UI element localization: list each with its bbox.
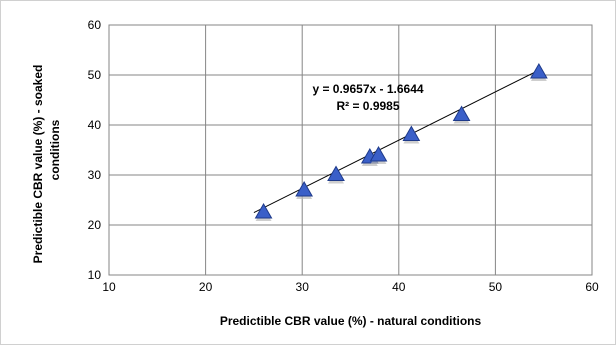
data-point-marker (254, 202, 273, 219)
x-tick-label: 60 (585, 280, 599, 294)
data-points (254, 62, 548, 221)
data-point-marker (530, 62, 548, 79)
x-axis-title: Predictible CBR value (%) - natural cond… (220, 314, 482, 328)
y-tick-label: 10 (88, 268, 102, 282)
y-axis-title: Predictible CBR value (%) - soaked condi… (31, 65, 62, 264)
data-point-marker (402, 125, 421, 141)
data-point-marker (327, 165, 345, 181)
data-point (530, 62, 548, 81)
y-tick-label: 20 (88, 218, 102, 232)
y-tick-label: 60 (88, 18, 102, 32)
data-point-marker (369, 145, 388, 162)
x-tick-label: 40 (392, 280, 406, 294)
data-point (295, 180, 313, 199)
data-point-marker (295, 180, 313, 197)
data-point-marker (452, 105, 471, 121)
y-tick-label: 50 (88, 68, 102, 82)
trendline-r-squared: R² = 0.9985 (336, 99, 399, 113)
x-tick-label: 10 (102, 280, 116, 294)
data-point (402, 125, 421, 144)
trendline-equation: y = 0.9657x - 1.6644 (312, 82, 423, 96)
plot-area (108, 24, 593, 276)
data-point (369, 145, 388, 164)
x-tick-label: 20 (199, 280, 213, 294)
x-tick-label: 50 (489, 280, 503, 294)
data-point (254, 202, 273, 221)
y-tick-label: 30 (88, 168, 102, 182)
y-tick-label: 40 (88, 118, 102, 132)
y-axis-title-line-1: Predictible CBR value (%) - soaked (31, 65, 45, 264)
x-tick-label: 30 (296, 280, 310, 294)
data-point (452, 105, 471, 124)
grid-lines (109, 25, 592, 275)
y-axis-title-line-2: conditions (48, 119, 62, 180)
data-point (327, 165, 345, 184)
tick-labels: 10 20 30 40 50 60 10 20 30 40 50 60 (88, 18, 599, 294)
